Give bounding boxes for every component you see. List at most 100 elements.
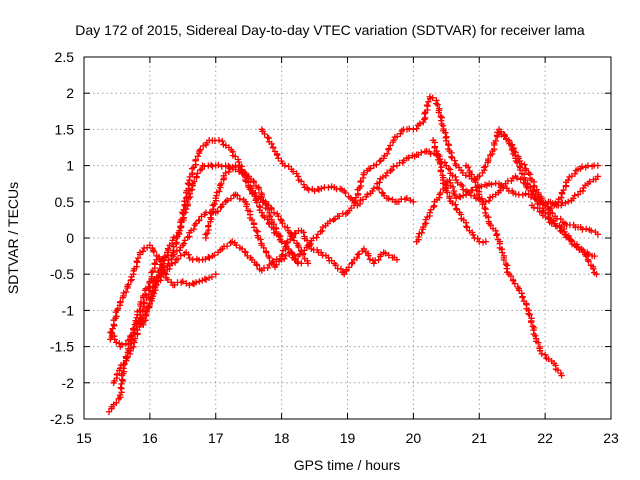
y-tick-label: 0 xyxy=(66,230,74,246)
track-segment xyxy=(525,310,538,338)
track-segment xyxy=(202,253,213,263)
data-point xyxy=(538,209,546,216)
track-segment xyxy=(277,216,291,231)
track-segment xyxy=(387,163,397,175)
data-point xyxy=(364,191,371,198)
track-segment xyxy=(425,148,438,157)
track-segment xyxy=(289,168,300,177)
data-point xyxy=(311,187,318,195)
track-segment xyxy=(296,244,310,258)
track-segment xyxy=(558,199,569,209)
track-segment xyxy=(346,204,355,214)
track-segment xyxy=(303,185,316,193)
track-segment xyxy=(373,157,385,168)
track-segment xyxy=(215,161,225,170)
data-point xyxy=(578,245,585,253)
data-point xyxy=(275,213,282,220)
track-segment xyxy=(447,198,461,213)
track-segment xyxy=(278,157,286,167)
data-point xyxy=(383,169,391,177)
track-segment xyxy=(519,190,529,199)
track-segment xyxy=(235,164,246,174)
track-segment xyxy=(542,351,552,363)
track-segment xyxy=(464,188,478,200)
data-point xyxy=(564,176,572,184)
chart-title: Day 172 of 2015, Sidereal Day-to-day VTE… xyxy=(75,22,585,38)
track-segment xyxy=(560,225,574,243)
track-segment xyxy=(478,181,491,190)
track-segment xyxy=(171,279,185,289)
track-segment xyxy=(513,175,527,186)
track-segment xyxy=(206,208,216,216)
track-segment xyxy=(421,212,433,228)
data-point xyxy=(410,198,417,205)
data-point xyxy=(186,281,193,289)
track-segment xyxy=(266,254,278,268)
track-segment xyxy=(550,220,563,230)
track-segment xyxy=(286,249,296,261)
track-segment xyxy=(169,229,182,247)
track-segment xyxy=(568,192,578,204)
track-segment xyxy=(500,252,511,276)
data-point xyxy=(238,245,246,253)
series-track-12 xyxy=(462,162,602,209)
track-segment xyxy=(577,224,593,233)
track-segment xyxy=(533,335,544,354)
track-segment xyxy=(307,234,320,247)
x-tick-label: 20 xyxy=(406,430,422,446)
data-point xyxy=(117,365,124,372)
data-point xyxy=(196,278,203,285)
track-segment xyxy=(259,128,273,145)
data-point xyxy=(403,194,410,202)
track-segment xyxy=(474,172,483,180)
track-segment xyxy=(431,139,442,164)
data-point xyxy=(420,223,427,231)
track-segment xyxy=(382,250,398,261)
track-segment xyxy=(447,179,458,199)
track-segment xyxy=(109,332,123,347)
data-point xyxy=(393,256,401,263)
track-segment xyxy=(553,215,567,226)
track-segment xyxy=(530,204,543,215)
track-segment xyxy=(185,251,193,262)
track-segment xyxy=(325,183,335,191)
track-segment xyxy=(336,210,350,220)
track-segment xyxy=(260,261,273,272)
data-point xyxy=(446,194,453,202)
track-segment xyxy=(228,146,242,163)
data-point xyxy=(281,162,289,169)
data-series xyxy=(105,93,602,415)
track-segment xyxy=(385,195,399,205)
track-segment xyxy=(193,255,203,264)
track-segment xyxy=(429,94,436,101)
track-segment xyxy=(140,303,153,325)
data-point xyxy=(410,126,417,133)
track-segment xyxy=(586,176,600,185)
x-tick-labels: 15 16 17 18 19 20 21 22 23 xyxy=(76,430,619,446)
track-segment xyxy=(375,185,388,199)
track-segment xyxy=(555,179,570,203)
track-segment xyxy=(186,150,203,181)
y-tick-label: -1 xyxy=(62,302,75,318)
data-point xyxy=(499,249,506,256)
track-segment xyxy=(295,176,308,188)
track-segment xyxy=(177,180,192,231)
track-segment xyxy=(490,129,501,153)
data-point xyxy=(492,227,499,234)
track-segment xyxy=(174,250,188,262)
data-point xyxy=(232,162,239,169)
track-segment xyxy=(286,229,301,247)
track-segment xyxy=(231,239,244,251)
track-segment xyxy=(364,165,374,174)
track-segment xyxy=(585,258,598,276)
track-segment xyxy=(507,272,521,291)
track-segment xyxy=(349,196,358,207)
track-segment xyxy=(516,287,530,312)
track-segment xyxy=(164,276,175,286)
track-segment xyxy=(270,225,284,244)
track-segment xyxy=(498,131,510,143)
data-point xyxy=(588,227,595,234)
track-segment xyxy=(415,148,429,158)
track-segment xyxy=(155,273,165,285)
track-segment xyxy=(114,294,126,312)
